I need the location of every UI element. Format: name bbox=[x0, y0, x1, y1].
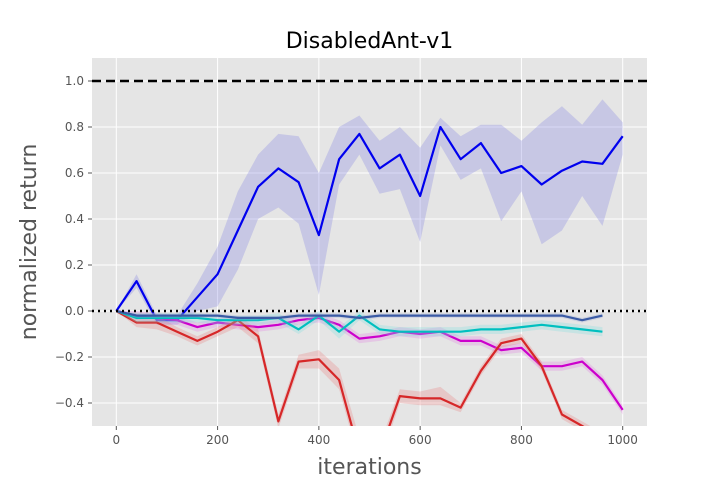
x-tick-label: 400 bbox=[307, 433, 330, 447]
y-tick-label: −0.4 bbox=[55, 396, 84, 410]
series-0 bbox=[115, 99, 624, 325]
y-tick-label: 0.8 bbox=[65, 120, 84, 134]
y-tick-label: 1.0 bbox=[65, 74, 84, 88]
chart-title: DisabledAnt-v1 bbox=[286, 29, 454, 54]
y-tick-label: 0.4 bbox=[65, 212, 84, 226]
y-tick-label: 0.0 bbox=[65, 304, 84, 318]
series-4-band bbox=[116, 311, 603, 323]
x-tick-label: 1000 bbox=[607, 433, 638, 447]
series-group bbox=[115, 99, 624, 426]
series-2-line bbox=[115, 310, 585, 426]
reference-lines bbox=[92, 79, 647, 313]
series-4 bbox=[116, 309, 603, 323]
x-tick-label: 800 bbox=[510, 433, 533, 447]
series-0-line bbox=[115, 125, 624, 322]
series-2 bbox=[115, 310, 591, 426]
tick-labels: 0 200 400 600 800 1000 −0.4 −0.2 0.0 0.2 0.4 0.6 0.8… bbox=[55, 74, 638, 447]
x-tick-label: 200 bbox=[206, 433, 229, 447]
series-1-band bbox=[116, 311, 623, 415]
x-axis-label: iterations bbox=[317, 455, 421, 480]
series-2-band bbox=[116, 311, 591, 426]
x-tick-label: 0 bbox=[112, 433, 120, 447]
y-tick-label: −0.2 bbox=[55, 350, 84, 364]
y-tick-label: 0.6 bbox=[65, 166, 84, 180]
series-4-line bbox=[116, 309, 603, 322]
y-tick-label: 0.2 bbox=[65, 258, 84, 272]
series-0-band bbox=[116, 99, 623, 325]
plot-background bbox=[92, 58, 647, 426]
x-tick-label: 600 bbox=[409, 433, 432, 447]
y-axis-label: normalized return bbox=[17, 144, 42, 341]
series-3-line bbox=[115, 309, 603, 333]
